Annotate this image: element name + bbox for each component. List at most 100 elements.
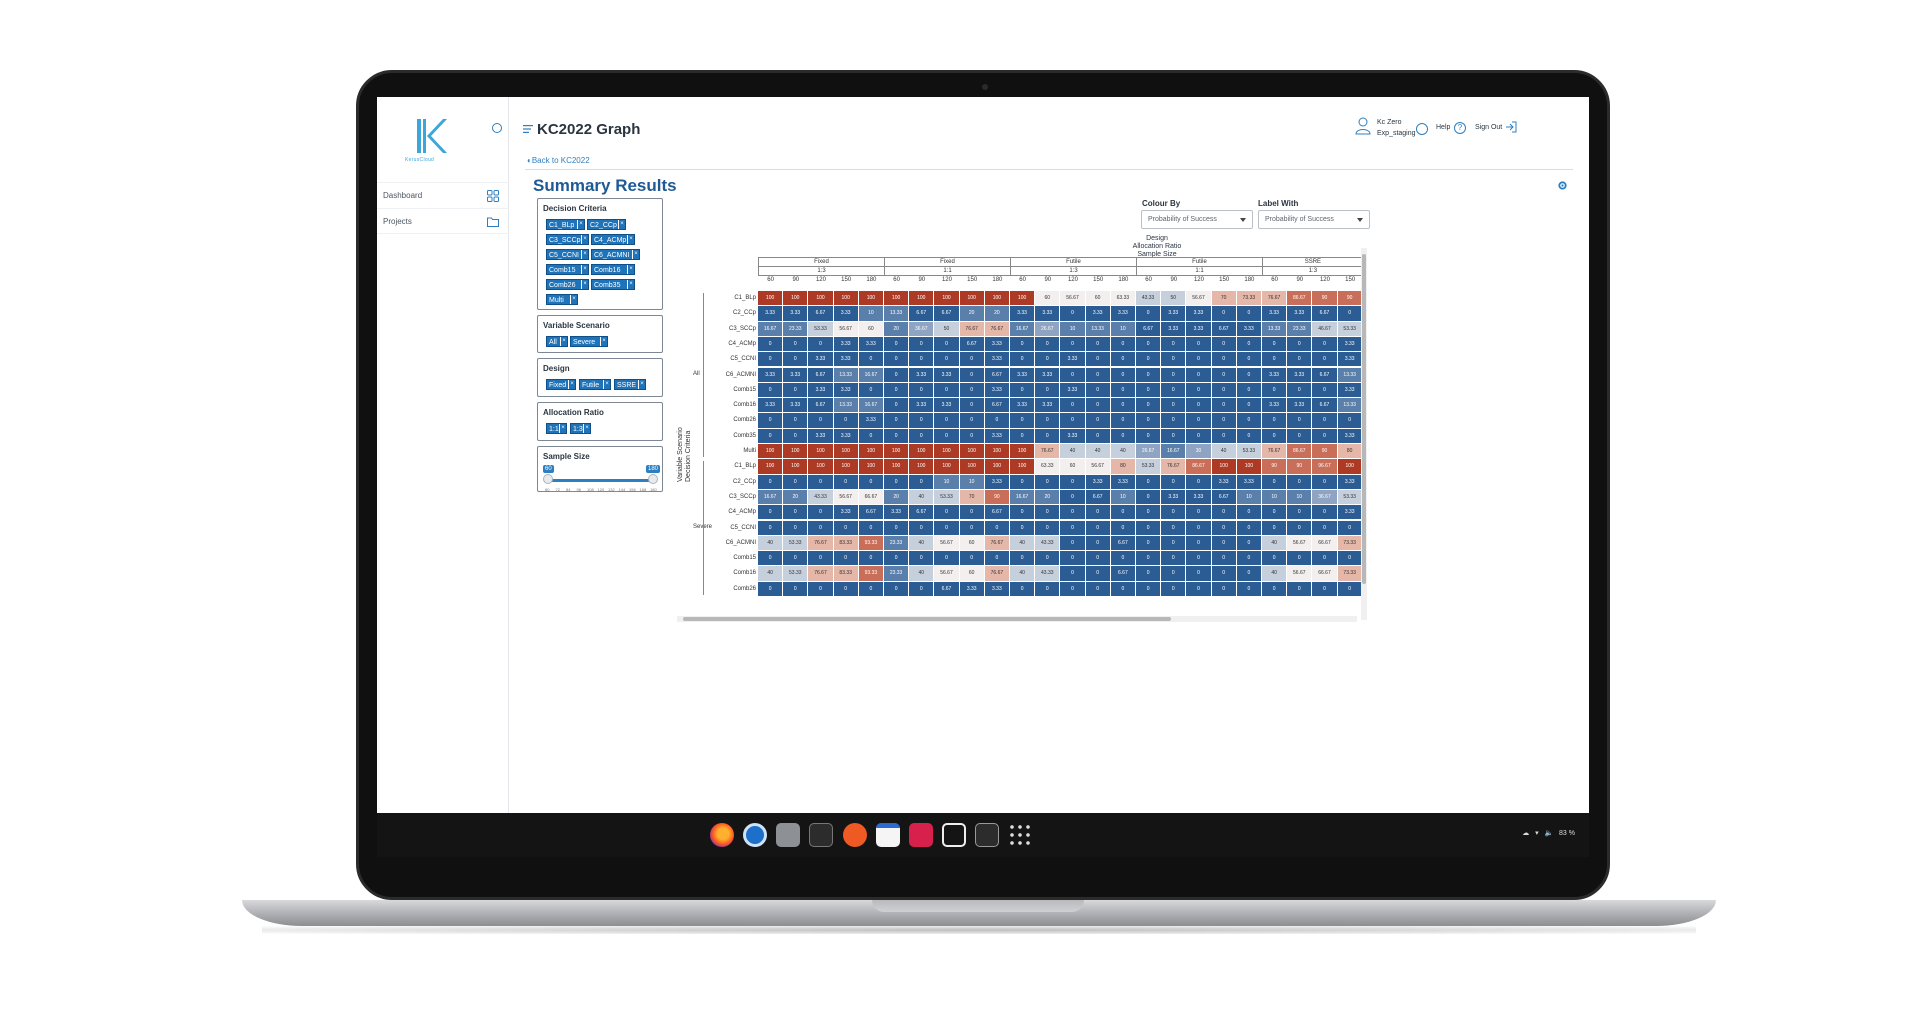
heatmap-cell[interactable]: 6.67 <box>934 306 960 322</box>
heatmap-cell[interactable]: 0 <box>1211 581 1237 597</box>
heatmap-cell[interactable]: 16.67 <box>758 321 784 337</box>
heatmap-cell[interactable]: 0 <box>1337 413 1363 429</box>
heatmap-cell[interactable]: 40 <box>1010 535 1036 552</box>
heatmap-cell[interactable]: 0 <box>934 551 960 567</box>
heatmap-cell[interactable]: 0 <box>1312 413 1338 429</box>
heatmap-cell[interactable]: 66.67 <box>858 489 884 506</box>
close-icon[interactable]: × <box>581 280 588 289</box>
heatmap-cell[interactable]: 0 <box>1136 367 1162 383</box>
firefox-icon[interactable] <box>710 823 734 847</box>
heatmap-cell[interactable]: 0 <box>1312 474 1338 490</box>
heatmap-cell[interactable]: 0 <box>1110 428 1136 444</box>
close-icon[interactable]: × <box>581 265 588 274</box>
heatmap-cell[interactable]: 10 <box>934 474 960 490</box>
heatmap-cell[interactable]: 90 <box>984 489 1010 506</box>
crop-icon[interactable] <box>909 823 933 847</box>
heatmap-cell[interactable]: 0 <box>959 382 985 399</box>
heatmap-cell[interactable]: 0 <box>783 352 809 368</box>
heatmap-cell[interactable]: 0 <box>1161 474 1187 490</box>
heatmap-cell[interactable]: 3.33 <box>909 398 935 414</box>
heatmap-cell[interactable]: 0 <box>1010 413 1036 429</box>
heatmap-cell[interactable]: 0 <box>1161 398 1187 414</box>
heatmap-cell[interactable]: 3.33 <box>1010 398 1036 414</box>
heatmap-cell[interactable]: 100 <box>783 291 809 307</box>
heatmap-cell[interactable]: 23.33 <box>884 535 910 552</box>
heatmap-cell[interactable]: 3.33 <box>1060 428 1086 444</box>
heatmap-cell[interactable]: 3.33 <box>1035 398 1061 414</box>
heatmap-cell[interactable]: 0 <box>1060 566 1086 582</box>
ubuntu-icon[interactable] <box>843 823 867 847</box>
heatmap-cell[interactable]: 100 <box>858 444 884 460</box>
heatmap-cell[interactable]: 3.33 <box>758 398 784 414</box>
heatmap-cell[interactable]: 0 <box>884 413 910 429</box>
heatmap-cell[interactable]: 3.33 <box>1211 474 1237 490</box>
heatmap-cell[interactable]: 0 <box>783 581 809 597</box>
heatmap-cell[interactable]: 3.33 <box>1035 367 1061 383</box>
heatmap-cell[interactable]: 100 <box>783 459 809 475</box>
heatmap-cell[interactable]: 0 <box>1136 413 1162 429</box>
heatmap-cell[interactable]: 83.33 <box>833 566 859 582</box>
heatmap-cell[interactable]: 0 <box>1186 413 1212 429</box>
heatmap-cell[interactable]: 3.33 <box>1060 382 1086 399</box>
heatmap-cell[interactable]: 0 <box>1010 428 1036 444</box>
heatmap-cell[interactable]: 0 <box>758 551 784 567</box>
heatmap-cell[interactable]: 20 <box>959 306 985 322</box>
sidebar-item-projects[interactable]: Projects <box>377 208 509 234</box>
heatmap-cell[interactable]: 6.67 <box>984 367 1010 383</box>
back-link[interactable]: ◐Back to KC2022 <box>527 156 590 165</box>
heatmap-cell[interactable]: 96.67 <box>1312 459 1338 475</box>
heatmap-cell[interactable]: 0 <box>1035 581 1061 597</box>
signout-label[interactable]: Sign Out <box>1475 124 1503 131</box>
heatmap-cell[interactable]: 13.33 <box>1337 398 1363 414</box>
heatmap-cell[interactable]: 0 <box>758 352 784 368</box>
heatmap-cell[interactable]: 0 <box>884 551 910 567</box>
heatmap-cell[interactable]: 100 <box>1236 459 1262 475</box>
heatmap-cell[interactable]: 0 <box>959 505 985 521</box>
heatmap-cell[interactable]: 100 <box>934 459 960 475</box>
heatmap-cell[interactable]: 0 <box>1312 505 1338 521</box>
filter-chip[interactable]: Comb15 × <box>546 264 589 275</box>
heatmap-cell[interactable]: 100 <box>833 459 859 475</box>
heatmap-cell[interactable]: 13.33 <box>1262 321 1288 337</box>
heatmap-cell[interactable]: 0 <box>1136 428 1162 444</box>
heatmap-cell[interactable]: 0 <box>833 413 859 429</box>
heatmap-cell[interactable]: 76.67 <box>808 535 834 552</box>
heatmap-cell[interactable]: 0 <box>808 551 834 567</box>
heatmap-cell[interactable]: 0 <box>1085 336 1111 353</box>
heatmap-cell[interactable]: 0 <box>1236 566 1262 582</box>
heatmap-cell[interactable]: 0 <box>1060 489 1086 506</box>
heatmap-cell[interactable]: 0 <box>1287 505 1313 521</box>
heatmap-cell[interactable]: 6.67 <box>1110 535 1136 552</box>
heatmap-cell[interactable]: 0 <box>1060 474 1086 490</box>
heatmap-cell[interactable]: 0 <box>1287 352 1313 368</box>
heatmap-cell[interactable]: 0 <box>1337 520 1363 536</box>
heatmap-cell[interactable]: 10 <box>1110 321 1136 337</box>
heatmap-cell[interactable]: 60 <box>959 535 985 552</box>
heatmap-cell[interactable]: 0 <box>1010 382 1036 399</box>
heatmap-cell[interactable]: 0 <box>1211 336 1237 353</box>
heatmap-cell[interactable]: 53.33 <box>1337 321 1363 337</box>
filter-chip[interactable]: C6_ACMNI × <box>591 249 640 260</box>
heatmap-cell[interactable]: 40 <box>1085 444 1111 460</box>
heatmap-cell[interactable]: 90 <box>1312 291 1338 307</box>
heatmap-cell[interactable]: 3.33 <box>1287 306 1313 322</box>
heatmap-cell[interactable]: 0 <box>884 520 910 536</box>
heatmap-cell[interactable]: 0 <box>758 428 784 444</box>
heatmap-cell[interactable]: 0 <box>959 551 985 567</box>
heatmap-cell[interactable]: 76.67 <box>1262 291 1288 307</box>
heatmap-cell[interactable]: 3.33 <box>1186 489 1212 506</box>
heatmap-cell[interactable]: 0 <box>858 581 884 597</box>
heatmap-cell[interactable]: 100 <box>758 291 784 307</box>
heatmap-cell[interactable]: 0 <box>1211 413 1237 429</box>
heatmap-cell[interactable]: 0 <box>934 382 960 399</box>
heatmap-cell[interactable]: 63.33 <box>1035 459 1061 475</box>
heatmap-cell[interactable]: 100 <box>1337 459 1363 475</box>
heatmap-cell[interactable]: 0 <box>1035 428 1061 444</box>
heatmap-cell[interactable]: 0 <box>1161 566 1187 582</box>
filter-chip[interactable]: 1:3 × <box>570 423 591 434</box>
heatmap-cell[interactable]: 0 <box>783 336 809 353</box>
heatmap-cell[interactable]: 0 <box>1236 367 1262 383</box>
heatmap-cell[interactable]: 0 <box>884 352 910 368</box>
filter-chip[interactable]: Multi × <box>546 294 578 305</box>
heatmap-cell[interactable]: 0 <box>1211 352 1237 368</box>
